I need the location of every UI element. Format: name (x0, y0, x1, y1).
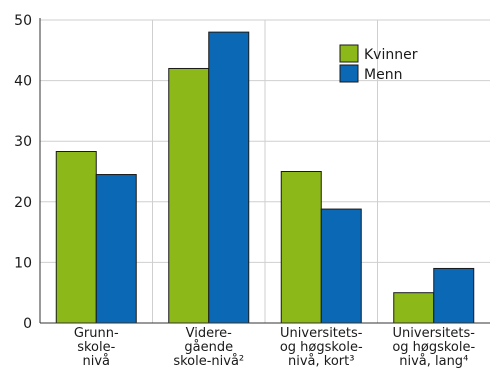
x-tick-label-uni-lang: Universitets-og høgskole-nivå, lang⁴ (392, 326, 475, 369)
y-tick-label: 40 (14, 74, 32, 90)
legend-swatch-menn (339, 64, 359, 83)
bar-menn-uni-lang (433, 267, 475, 324)
legend-swatch-kvinner (339, 44, 359, 63)
x-axis-labels: Grunn-skole-nivå Videre-gående skole-nivå²… (74, 326, 476, 369)
y-tick-label: 10 (14, 255, 32, 271)
legend-label-menn: Menn (364, 67, 402, 83)
bar-menn-grunn (95, 174, 137, 324)
bar-kvinner-uni-kort (280, 171, 322, 324)
bar-kvinner-uni-lang (393, 292, 435, 324)
bar-kvinner-grunn (55, 151, 97, 324)
y-tick-label: 0 (23, 316, 32, 332)
y-tick-label: 20 (14, 195, 32, 211)
bar-kvinner-videre (168, 67, 210, 324)
x-tick-label-uni-kort: Universitets-og høgskole-nivå, kort³ (280, 326, 363, 369)
legend-label-kvinner: Kvinner (364, 47, 418, 63)
x-tick-label-videre: Videre-gående skole-nivå² (173, 326, 244, 369)
y-axis-ticks: 0 10 20 30 40 50 (14, 13, 32, 332)
y-tick-label: 30 (14, 134, 32, 150)
bar-menn-uni-kort (320, 208, 362, 324)
bars (55, 31, 475, 324)
legend: Kvinner Menn (339, 44, 418, 83)
bar-menn-videre (208, 31, 250, 324)
x-tick-label-grunn: Grunn-skole-nivå (74, 326, 119, 369)
y-tick-label: 50 (14, 13, 32, 29)
axes (39, 18, 490, 324)
